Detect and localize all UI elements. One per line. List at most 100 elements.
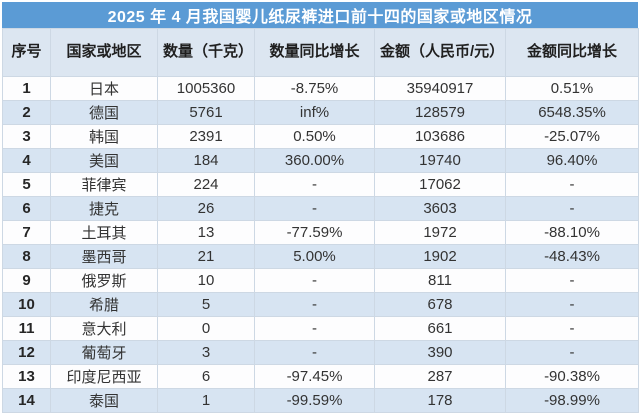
cell-country: 日本 <box>50 76 158 101</box>
cell-index: 8 <box>2 244 51 269</box>
cell-index: 13 <box>2 364 51 389</box>
cell-quantity: 1005360 <box>157 76 255 101</box>
table-row: 12 葡萄牙 3-390- <box>2 340 639 365</box>
cell-index: 2 <box>2 100 51 125</box>
cell-quantity-yoy: - <box>254 316 375 341</box>
cell-index: 14 <box>2 388 51 413</box>
cell-index: 5 <box>2 172 51 197</box>
cell-quantity: 3 <box>157 340 255 365</box>
table-row: 11 意大利 0-661- <box>2 316 639 341</box>
cell-quantity-yoy: -97.45% <box>254 364 375 389</box>
cell-amount-yoy: 6548.35% <box>505 100 639 125</box>
cell-amount: 3603 <box>374 196 506 221</box>
col-header-quantity: 数量（千克） <box>157 28 255 77</box>
cell-amount-yoy: - <box>505 268 639 293</box>
cell-index: 12 <box>2 340 51 365</box>
cell-quantity: 2391 <box>157 124 255 149</box>
cell-quantity-yoy: 0.50% <box>254 124 375 149</box>
cell-amount: 178 <box>374 388 506 413</box>
table-row: 1 日本 1005360 -8.75% 35940917 0.51% <box>2 76 639 101</box>
cell-quantity: 5761 <box>157 100 255 125</box>
cell-index: 10 <box>2 292 51 317</box>
cell-amount: 287 <box>374 364 506 389</box>
table-row: 14 泰国 1 -99.59% 178 -98.99% <box>2 388 639 413</box>
cell-amount-yoy: -25.07% <box>505 124 639 149</box>
cell-country: 捷克 <box>50 196 158 221</box>
cell-index: 3 <box>2 124 51 149</box>
table-row: 13 印度尼西亚 6 -97.45% 287 -90.38% <box>2 364 639 389</box>
cell-quantity: 13 <box>157 220 255 245</box>
cell-country: 葡萄牙 <box>50 340 158 365</box>
cell-quantity-yoy: 360.00% <box>254 148 375 173</box>
cell-index: 4 <box>2 148 51 173</box>
col-header-country: 国家或地区 <box>50 28 158 77</box>
cell-amount-yoy: 96.40% <box>505 148 639 173</box>
cell-quantity: 10 <box>157 268 255 293</box>
cell-country: 土耳其 <box>50 220 158 245</box>
cell-country: 泰国 <box>50 388 158 413</box>
cell-amount-yoy: - <box>505 172 639 197</box>
cell-quantity: 184 <box>157 148 255 173</box>
cell-country: 菲律宾 <box>50 172 158 197</box>
cell-country: 意大利 <box>50 316 158 341</box>
table-row: 7 土耳其 13 -77.59% 1972 -88.10% <box>2 220 639 245</box>
cell-index: 6 <box>2 196 51 221</box>
cell-quantity: 26 <box>157 196 255 221</box>
cell-quantity: 0 <box>157 316 255 341</box>
table-row: 5 菲律宾 224-17062- <box>2 172 639 197</box>
cell-amount: 661 <box>374 316 506 341</box>
col-header-amount-yoy: 金额同比增长 <box>505 28 639 77</box>
cell-quantity-yoy: -99.59% <box>254 388 375 413</box>
header-row: 序号 国家或地区 数量（千克） 数量同比增长 金额（人民币/元） 金额同比增长 <box>2 28 639 77</box>
cell-quantity-yoy: - <box>254 268 375 293</box>
cell-quantity: 21 <box>157 244 255 269</box>
cell-amount: 811 <box>374 268 506 293</box>
cell-amount: 678 <box>374 292 506 317</box>
cell-quantity-yoy: inf% <box>254 100 375 125</box>
cell-quantity-yoy: -8.75% <box>254 76 375 101</box>
table-row: 6 捷克 26-3603- <box>2 196 639 221</box>
cell-country: 希腊 <box>50 292 158 317</box>
cell-country: 韩国 <box>50 124 158 149</box>
cell-amount-yoy: -98.99% <box>505 388 639 413</box>
cell-amount: 128579 <box>374 100 506 125</box>
table-row: 9 俄罗斯 10-811- <box>2 268 639 293</box>
cell-quantity-yoy: - <box>254 172 375 197</box>
cell-country: 墨西哥 <box>50 244 158 269</box>
cell-index: 7 <box>2 220 51 245</box>
cell-quantity: 5 <box>157 292 255 317</box>
import-table: 序号 国家或地区 数量（千克） 数量同比增长 金额（人民币/元） 金额同比增长 … <box>2 28 639 413</box>
cell-country: 德国 <box>50 100 158 125</box>
cell-quantity: 224 <box>157 172 255 197</box>
cell-amount-yoy: - <box>505 292 639 317</box>
cell-quantity-yoy: - <box>254 292 375 317</box>
table-title: 2025 年 4 月我国婴儿纸尿裤进口前十四的国家或地区情况 <box>2 2 638 28</box>
table-row: 4 美国 184 360.00% 19740 96.40% <box>2 148 639 173</box>
cell-amount: 390 <box>374 340 506 365</box>
cell-index: 1 <box>2 76 51 101</box>
cell-amount: 1972 <box>374 220 506 245</box>
cell-amount-yoy: -90.38% <box>505 364 639 389</box>
cell-quantity-yoy: - <box>254 340 375 365</box>
cell-quantity: 1 <box>157 388 255 413</box>
cell-amount: 17062 <box>374 172 506 197</box>
cell-quantity-yoy: - <box>254 196 375 221</box>
cell-amount-yoy: - <box>505 196 639 221</box>
cell-quantity: 6 <box>157 364 255 389</box>
table-row: 2 德国 5761 inf% 128579 6548.35% <box>2 100 639 125</box>
cell-country: 美国 <box>50 148 158 173</box>
col-header-quantity-yoy: 数量同比增长 <box>254 28 375 77</box>
col-header-amount: 金额（人民币/元） <box>374 28 506 77</box>
table-row: 3 韩国 2391 0.50% 103686 -25.07% <box>2 124 639 149</box>
table-row: 10 希腊 5-678- <box>2 292 639 317</box>
cell-amount-yoy: - <box>505 316 639 341</box>
table-body: 1 日本 1005360 -8.75% 35940917 0.51% 2 德国 5761 inf%… <box>2 76 639 413</box>
cell-index: 11 <box>2 316 51 341</box>
col-header-index: 序号 <box>2 28 51 77</box>
cell-amount: 103686 <box>374 124 506 149</box>
cell-country: 俄罗斯 <box>50 268 158 293</box>
cell-quantity-yoy: -77.59% <box>254 220 375 245</box>
cell-amount-yoy: -48.43% <box>505 244 639 269</box>
cell-amount: 19740 <box>374 148 506 173</box>
